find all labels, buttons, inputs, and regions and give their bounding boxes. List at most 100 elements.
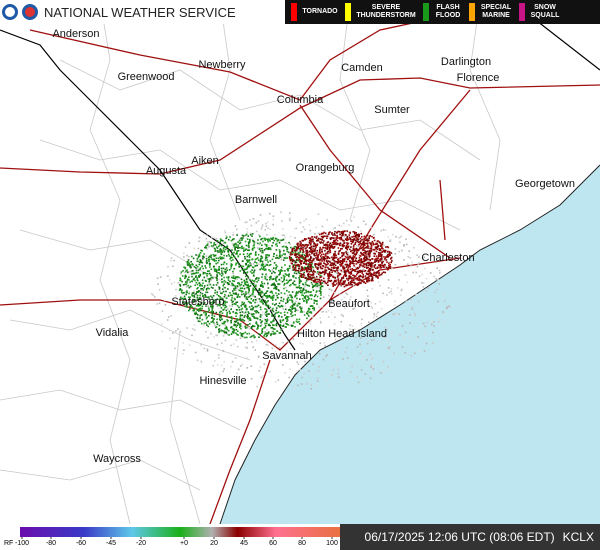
echo-pixel bbox=[351, 249, 353, 252]
echo-pixel bbox=[220, 292, 222, 295]
echo-pixel bbox=[337, 368, 340, 371]
echo-pixel bbox=[371, 357, 373, 360]
echo-pixel bbox=[369, 274, 372, 277]
echo-pixel bbox=[239, 239, 242, 242]
echo-pixel bbox=[201, 305, 204, 308]
echo-pixel bbox=[334, 335, 336, 338]
echo-pixel bbox=[249, 318, 252, 320]
echo-pixel bbox=[248, 260, 250, 263]
echo-pixel bbox=[302, 276, 305, 278]
echo-pixel bbox=[272, 270, 275, 273]
echo-pixel bbox=[422, 286, 425, 288]
echo-pixel bbox=[275, 257, 277, 259]
echo-pixel bbox=[231, 254, 233, 256]
echo-pixel bbox=[192, 310, 195, 313]
echo-pixel bbox=[251, 308, 254, 311]
echo-pixel bbox=[319, 259, 321, 262]
echo-pixel bbox=[223, 250, 226, 253]
echo-pixel bbox=[388, 250, 391, 253]
echo-pixel bbox=[261, 262, 264, 265]
echo-pixel bbox=[262, 278, 264, 281]
scale-tick-label: 20 bbox=[210, 540, 218, 547]
echo-pixel bbox=[158, 302, 161, 305]
echo-pixel bbox=[309, 305, 312, 307]
echo-pixel bbox=[230, 333, 233, 335]
echo-pixel bbox=[370, 250, 373, 253]
echo-pixel bbox=[220, 275, 223, 277]
city-label: Columbia bbox=[277, 94, 324, 106]
echo-pixel bbox=[346, 235, 349, 238]
echo-pixel bbox=[258, 234, 260, 236]
echo-pixel bbox=[229, 236, 231, 238]
echo-pixel bbox=[287, 324, 289, 326]
echo-pixel bbox=[219, 304, 221, 307]
echo-pixel bbox=[363, 236, 366, 238]
echo-pixel bbox=[364, 242, 366, 245]
echo-pixel bbox=[399, 294, 402, 296]
echo-pixel bbox=[244, 249, 247, 251]
footer: 06/17/2025 12:06 UTC (08:06 EDT) KCLX bbox=[340, 524, 600, 550]
echo-pixel bbox=[405, 243, 408, 246]
echo-pixel bbox=[352, 231, 355, 233]
echo-pixel bbox=[346, 237, 349, 239]
echo-pixel bbox=[307, 275, 310, 278]
echo-pixel bbox=[277, 239, 279, 241]
echo-pixel bbox=[257, 289, 260, 292]
echo-pixel bbox=[343, 240, 345, 242]
echo-pixel bbox=[211, 312, 214, 314]
echo-pixel bbox=[207, 325, 209, 328]
echo-pixel bbox=[330, 256, 333, 259]
echo-pixel bbox=[305, 356, 307, 359]
echo-pixel bbox=[284, 264, 286, 266]
echo-pixel bbox=[411, 308, 413, 310]
echo-pixel bbox=[231, 360, 234, 363]
scale-tick-label: -60 bbox=[76, 540, 86, 547]
echo-pixel bbox=[361, 270, 364, 273]
echo-pixel bbox=[316, 243, 319, 245]
echo-pixel bbox=[305, 258, 307, 261]
echo-pixel bbox=[330, 259, 332, 262]
echo-pixel bbox=[255, 321, 258, 323]
echo-pixel bbox=[315, 275, 318, 278]
echo-pixel bbox=[272, 278, 275, 280]
echo-pixel bbox=[292, 276, 295, 278]
echo-pixel bbox=[203, 256, 205, 259]
echo-pixel bbox=[261, 274, 264, 277]
echo-pixel bbox=[324, 281, 327, 284]
echo-pixel bbox=[306, 259, 309, 262]
echo-pixel bbox=[360, 322, 363, 325]
echo-pixel bbox=[255, 251, 257, 253]
echo-pixel bbox=[258, 336, 260, 338]
echo-pixel bbox=[196, 298, 199, 301]
echo-pixel bbox=[366, 234, 369, 237]
echo-pixel bbox=[240, 305, 242, 307]
echo-pixel bbox=[267, 300, 269, 302]
echo-pixel bbox=[224, 231, 227, 234]
echo-pixel bbox=[367, 237, 369, 239]
echo-pixel bbox=[198, 236, 201, 239]
echo-pixel bbox=[241, 287, 243, 289]
echo-pixel bbox=[223, 320, 226, 323]
echo-pixel bbox=[315, 291, 318, 293]
echo-pixel bbox=[249, 270, 252, 273]
echo-pixel bbox=[330, 274, 333, 276]
echo-pixel bbox=[294, 386, 296, 389]
echo-pixel bbox=[350, 250, 352, 253]
echo-pixel bbox=[354, 234, 357, 237]
echo-pixel bbox=[295, 261, 298, 264]
echo-pixel bbox=[184, 275, 186, 278]
echo-pixel bbox=[247, 279, 250, 281]
echo-pixel bbox=[327, 256, 329, 259]
echo-pixel bbox=[318, 279, 321, 281]
echo-pixel bbox=[261, 264, 264, 267]
echo-pixel bbox=[220, 250, 222, 253]
echo-pixel bbox=[324, 269, 326, 271]
echo-pixel bbox=[207, 246, 209, 249]
echo-pixel bbox=[359, 352, 361, 355]
echo-pixel bbox=[327, 260, 330, 262]
echo-pixel bbox=[264, 299, 266, 302]
echo-pixel bbox=[196, 291, 198, 294]
scale-label: RF bbox=[4, 540, 13, 547]
echo-pixel bbox=[236, 251, 238, 253]
echo-pixel bbox=[373, 255, 376, 257]
